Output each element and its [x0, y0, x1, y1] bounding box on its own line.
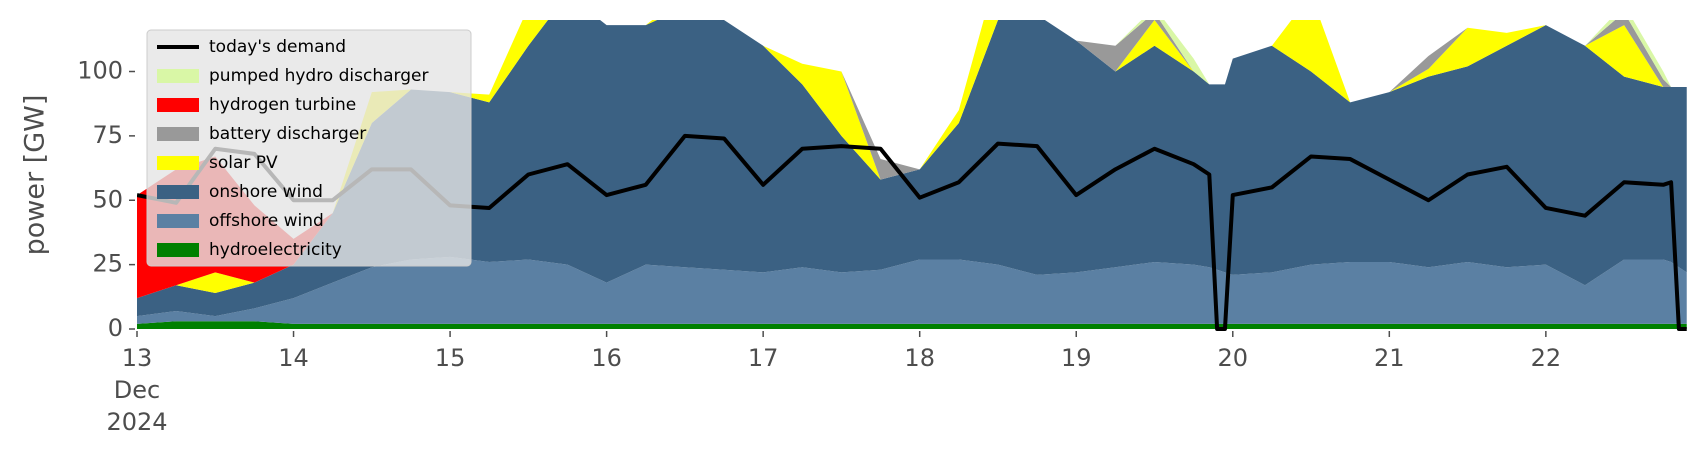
- y-tick-label: 25: [92, 250, 123, 278]
- legend-label: pumped hydro discharger: [209, 66, 428, 86]
- area: [137, 256, 1687, 324]
- x-tick-label: 22: [1531, 344, 1562, 372]
- area: [137, 321, 1687, 329]
- x-tick-label: 14: [278, 344, 309, 372]
- area: [137, 20, 1687, 317]
- legend-label: today's demand: [209, 37, 346, 57]
- legend-label: solar PV: [209, 153, 278, 173]
- legend-swatch: [157, 156, 199, 170]
- legend-swatch: [157, 185, 199, 199]
- y-tick-label: 100: [77, 57, 123, 85]
- x-tick-label: 19: [1061, 344, 1092, 372]
- x-tick-label: 21: [1374, 344, 1405, 372]
- legend-swatch: [157, 214, 199, 228]
- x-tick-label: 13 Dec 2024: [106, 344, 167, 436]
- legend-swatch: [157, 127, 199, 141]
- legend-swatch: [157, 243, 199, 257]
- legend-label: hydroelectricity: [209, 240, 342, 260]
- y-tick-label: 75: [92, 121, 123, 149]
- legend-box: [146, 29, 472, 267]
- legend-label: offshore wind: [209, 211, 324, 231]
- x-tick-label: 17: [748, 344, 779, 372]
- legend-label: hydrogen turbine: [209, 95, 356, 115]
- y-tick-label: 50: [92, 185, 123, 213]
- x-tick-label: 20: [1218, 344, 1249, 372]
- legend: today's demand pumped hydro discharger hyd…: [146, 29, 472, 267]
- legend-label: onshore wind: [209, 182, 323, 202]
- y-tick-label: 0: [108, 314, 123, 342]
- y-axis-label: power [GW]: [20, 95, 51, 256]
- x-tick-label: 15: [435, 344, 466, 372]
- x-tick-label: 16: [591, 344, 622, 372]
- legend-swatch: [157, 69, 199, 83]
- plot-area: [137, 20, 1687, 331]
- legend-label: battery discharger: [209, 124, 366, 144]
- legend-swatch: [157, 98, 199, 112]
- x-tick-label: 18: [904, 344, 935, 372]
